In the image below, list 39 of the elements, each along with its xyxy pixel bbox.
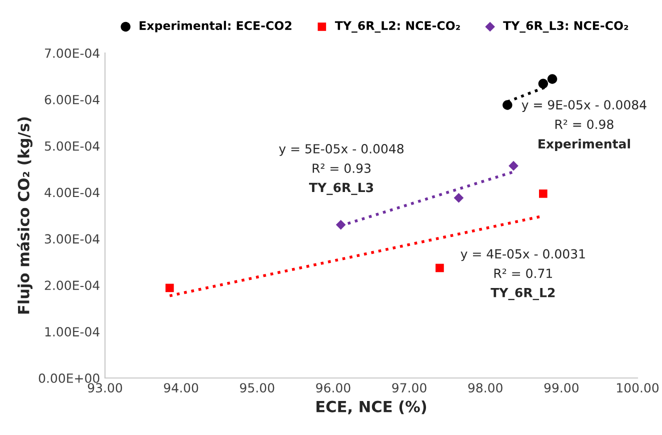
point (336, 220, 346, 230)
y-tick-label: 3.00E-04 (44, 234, 100, 244)
point (508, 160, 518, 171)
legend-label: TY_6R_L3: NCE-CO₂ (503, 21, 628, 33)
y-tick-label: 7.00E-04 (45, 48, 100, 58)
annotation: y = 5E-05x - 0.0048 (279, 144, 404, 156)
x-tick-label: 93.00 (88, 383, 122, 393)
y-tick-label: 6.00E-04 (44, 94, 100, 104)
y-axis-title: Flujo másico CO₂ (kg/s) (16, 117, 32, 314)
x-tick-label: 95.00 (240, 383, 274, 393)
y-tick-label: 1.00E-04 (45, 327, 100, 336)
annotation: Experimental (538, 138, 630, 151)
legend-label: TY_6R_L2: NCE-CO₂ (334, 21, 460, 33)
x-axis-title: ECE, NCE (%) (316, 400, 426, 414)
y-tick-label: 5.00E-04 (44, 141, 100, 151)
annotation: R² = 0.71 (494, 268, 552, 278)
annotation: TY_6R_L3 (309, 182, 374, 195)
annotation: R² = 0.98 (555, 120, 614, 130)
x-tick-label: 97.00 (392, 383, 426, 393)
point (547, 74, 558, 84)
point (502, 100, 512, 110)
x-tick-label: 99.00 (544, 383, 578, 393)
point (436, 264, 444, 272)
x-tick-label: 96.00 (316, 383, 350, 393)
annotation: R² = 0.93 (312, 164, 370, 173)
y-tick-label: 4.00E-04 (44, 188, 100, 198)
legend-label: Experimental: ECE-CO2 (140, 20, 292, 32)
point (165, 284, 174, 292)
annotation: y = 9E-05x - 0.0084 (522, 100, 646, 112)
annotation: TY_6R_L2 (490, 288, 555, 300)
annotation: y = 4E-05x - 0.0031 (460, 249, 585, 262)
x-tick-label: 94.00 (164, 383, 198, 393)
point (454, 192, 464, 203)
point (539, 190, 548, 198)
point (538, 78, 548, 89)
x-tick-label: 100.00 (617, 383, 659, 393)
y-tick-label: 0.00E+00 (38, 373, 100, 383)
y-tick-label: 2.00E-04 (44, 280, 100, 290)
x-tick-label: 98.00 (468, 383, 502, 393)
